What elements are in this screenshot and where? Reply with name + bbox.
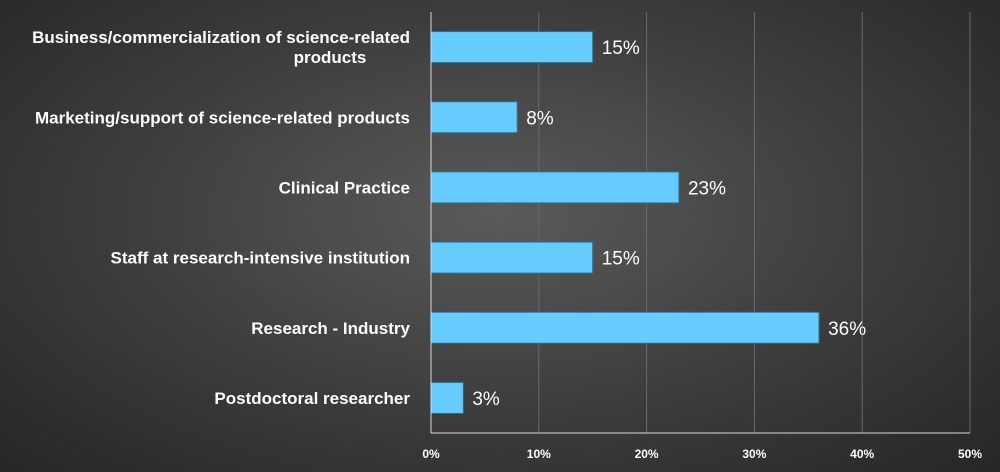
x-tick-label: 0% — [422, 447, 440, 461]
category-label: Clinical Practice — [279, 178, 410, 197]
category-label: Research - Industry — [251, 319, 410, 338]
data-label: 15% — [602, 249, 640, 270]
data-label: 23% — [688, 178, 726, 199]
data-label: 15% — [602, 38, 640, 59]
bar — [430, 381, 464, 414]
category-label-line: products — [294, 48, 367, 67]
x-tick-label: 30% — [742, 447, 766, 461]
category-label-line: Marketing/support of science-related pro… — [35, 108, 410, 127]
category-label-line: Postdoctoral researcher — [214, 389, 410, 408]
bar — [430, 31, 594, 64]
bar — [430, 171, 680, 204]
gridlines — [538, 12, 971, 433]
category-label-line: Business/commercialization of science-re… — [32, 28, 410, 47]
category-label: Staff at research-intensive institution — [111, 249, 410, 268]
x-axis: 0% 10% 20% 30% 40% 50% — [422, 12, 982, 461]
category-label-line: Research - Industry — [251, 319, 410, 338]
x-tick-label: 50% — [958, 447, 982, 461]
bars — [430, 31, 820, 414]
bar — [430, 311, 820, 344]
x-tick-label: 10% — [527, 447, 551, 461]
category-labels: Business/commercialization of science-re… — [32, 28, 410, 408]
data-label: 8% — [526, 108, 554, 129]
category-label-line: Clinical Practice — [279, 178, 410, 197]
category-label: Business/commercialization of science-re… — [32, 28, 410, 67]
bar — [430, 101, 518, 134]
data-labels: 15% 8% 23% 15% 36% 3% — [472, 38, 866, 410]
category-label: Marketing/support of science-related pro… — [35, 108, 410, 127]
category-label-line: Staff at research-intensive institution — [111, 249, 410, 268]
x-tick-label: 20% — [635, 447, 659, 461]
data-label: 3% — [472, 389, 500, 410]
x-tick-label: 40% — [850, 447, 874, 461]
data-label: 36% — [828, 319, 866, 340]
bar — [430, 241, 594, 274]
category-label: Postdoctoral researcher — [214, 389, 410, 408]
